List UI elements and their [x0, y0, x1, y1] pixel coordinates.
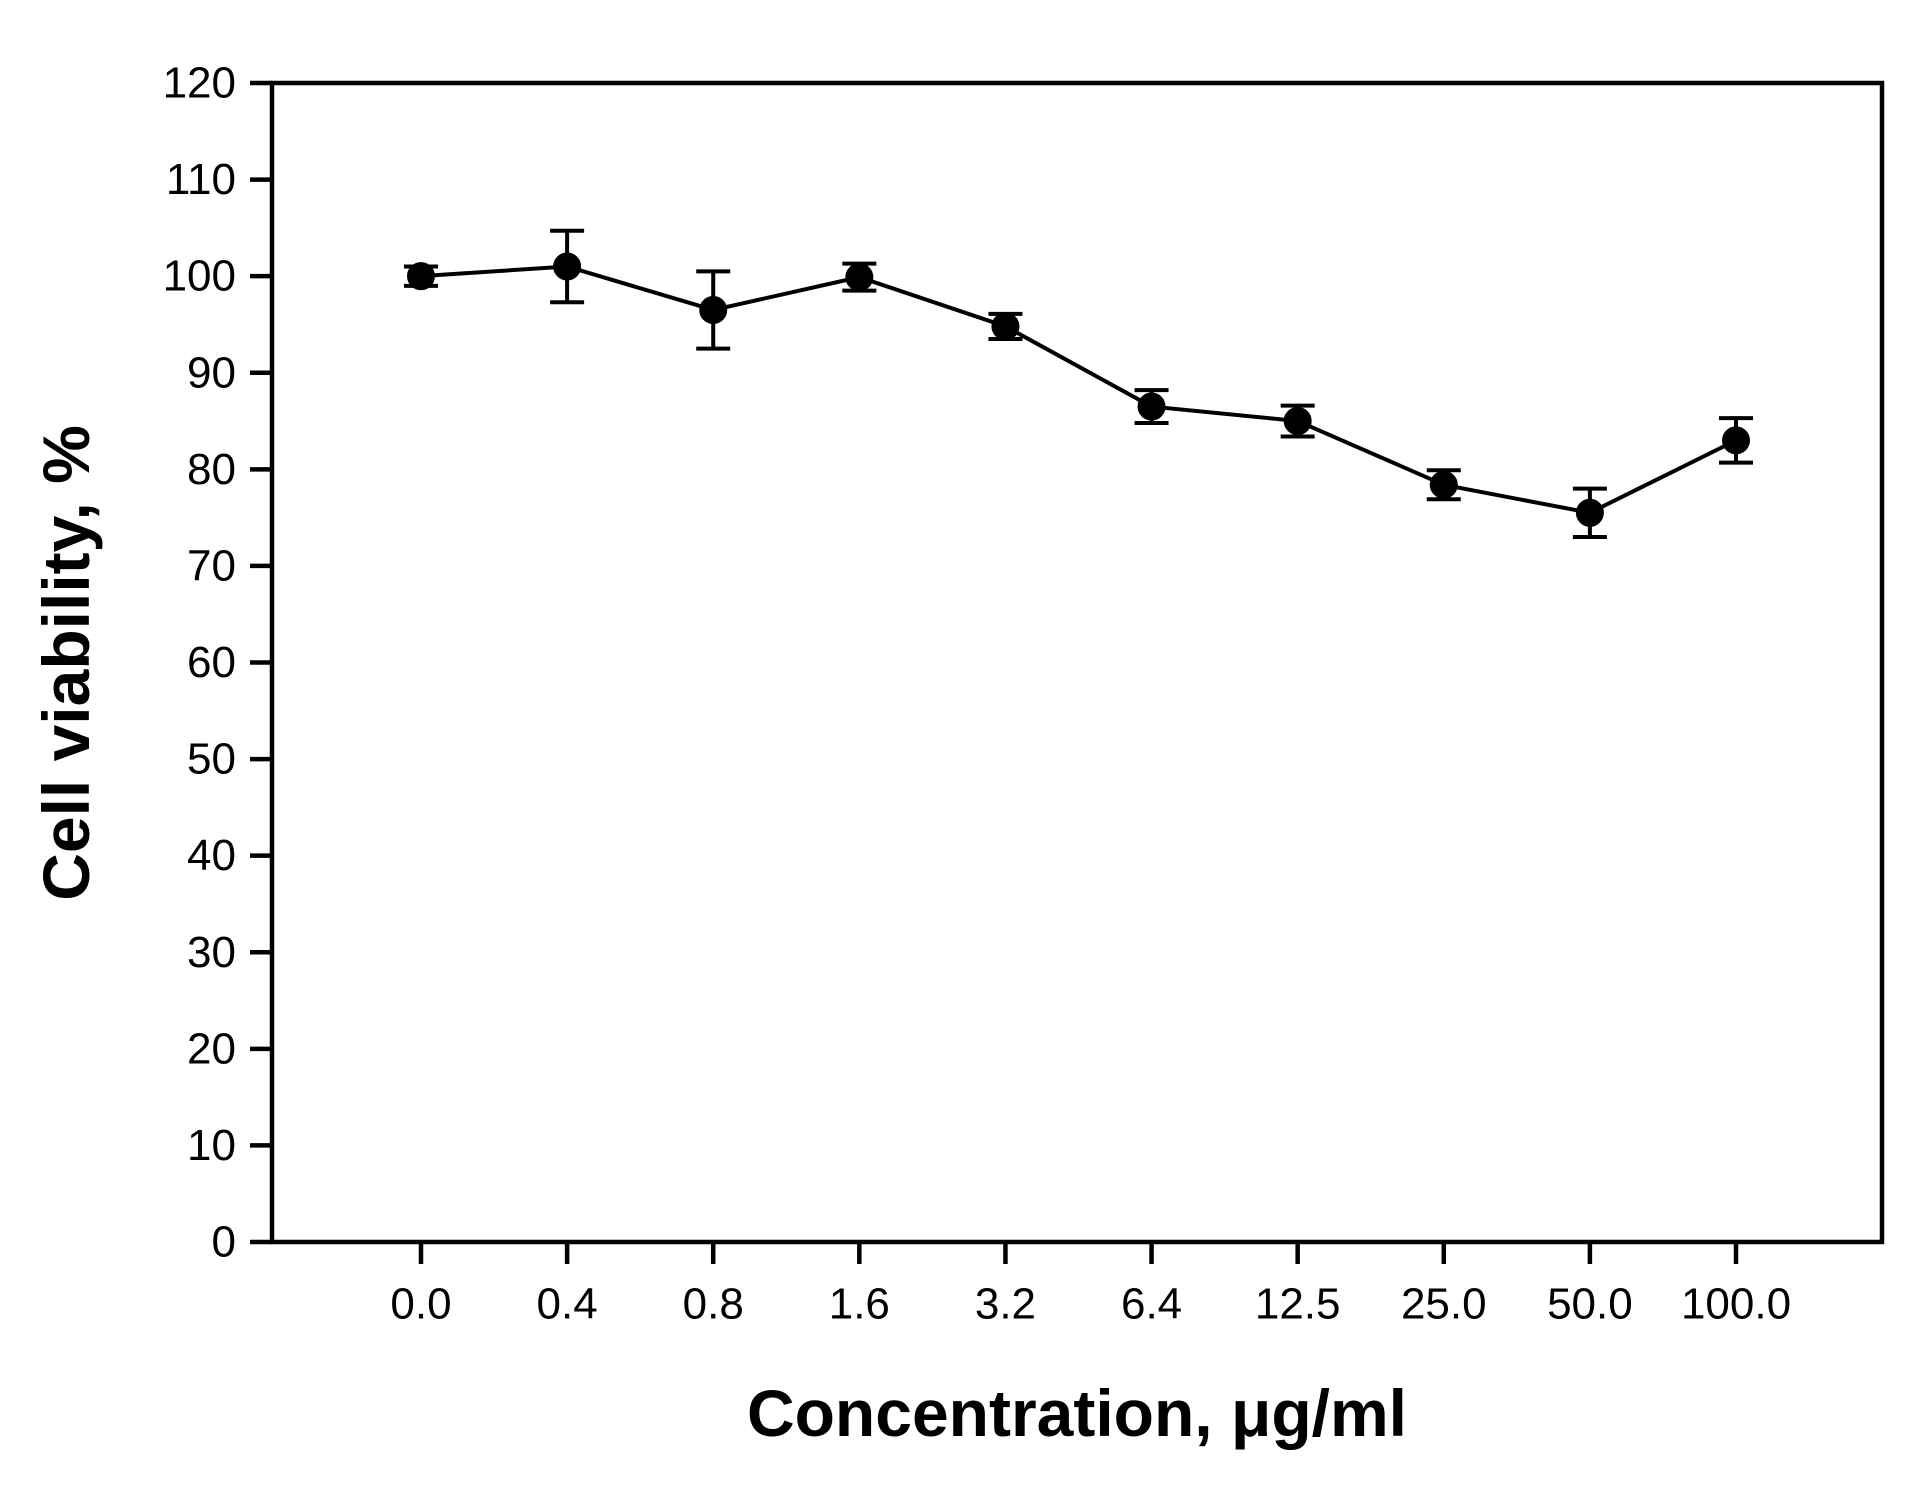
- y-tick-label: 0: [212, 1218, 236, 1267]
- plot-generated-layer: 0 10 20 30 40 50 60 70 80 90 100 110 120 0.0 0.4 0.8 1.6…: [163, 59, 1885, 1329]
- y-tick-label: 90: [187, 348, 236, 397]
- y-axis-title: Cell viability, %: [29, 425, 103, 901]
- x-tick-label: 0.4: [537, 1280, 598, 1329]
- plot-frame: [269, 80, 1885, 1245]
- y-tick-label: 20: [187, 1024, 236, 1073]
- y-tick-label: 10: [187, 1121, 236, 1170]
- x-tick-label: 3.2: [975, 1280, 1036, 1329]
- y-tick-label: 60: [187, 638, 236, 687]
- y-tick-label: 110: [166, 155, 236, 204]
- x-tick-label: 12.5: [1255, 1280, 1341, 1329]
- x-tick-label: 0.8: [683, 1280, 744, 1329]
- y-tick-label: 100: [163, 252, 236, 301]
- x-tick-label: 6.4: [1121, 1280, 1182, 1329]
- data-point-marker: [407, 262, 435, 291]
- data-point-marker: [1575, 498, 1604, 527]
- data-series-line: [420, 264, 1737, 515]
- y-tick-label: 70: [187, 541, 236, 590]
- x-tick-label: 50.0: [1547, 1280, 1633, 1329]
- y-tick-label: 40: [187, 831, 236, 880]
- data-point-marker: [991, 312, 1020, 341]
- data-point-marker: [1722, 426, 1750, 455]
- x-axis-title: Concentration, μg/ml: [747, 1376, 1407, 1450]
- y-tick-label: 80: [187, 445, 236, 494]
- data-point-marker: [1283, 407, 1312, 436]
- data-point-marker: [1137, 392, 1166, 421]
- data-point-marker: [699, 295, 728, 324]
- x-tick-label: 0.0: [390, 1280, 451, 1329]
- y-tick-label: 30: [187, 928, 236, 977]
- data-point-marker: [553, 252, 582, 281]
- data-point-marker: [845, 263, 874, 292]
- data-point-marker: [1429, 470, 1458, 499]
- y-tick-label: 120: [163, 59, 236, 108]
- x-tick-label: 25.0: [1401, 1280, 1487, 1329]
- y-tick-label: 50: [187, 735, 236, 784]
- x-tick-label: 1.6: [829, 1280, 890, 1329]
- x-tick-label: 100.0: [1681, 1280, 1791, 1329]
